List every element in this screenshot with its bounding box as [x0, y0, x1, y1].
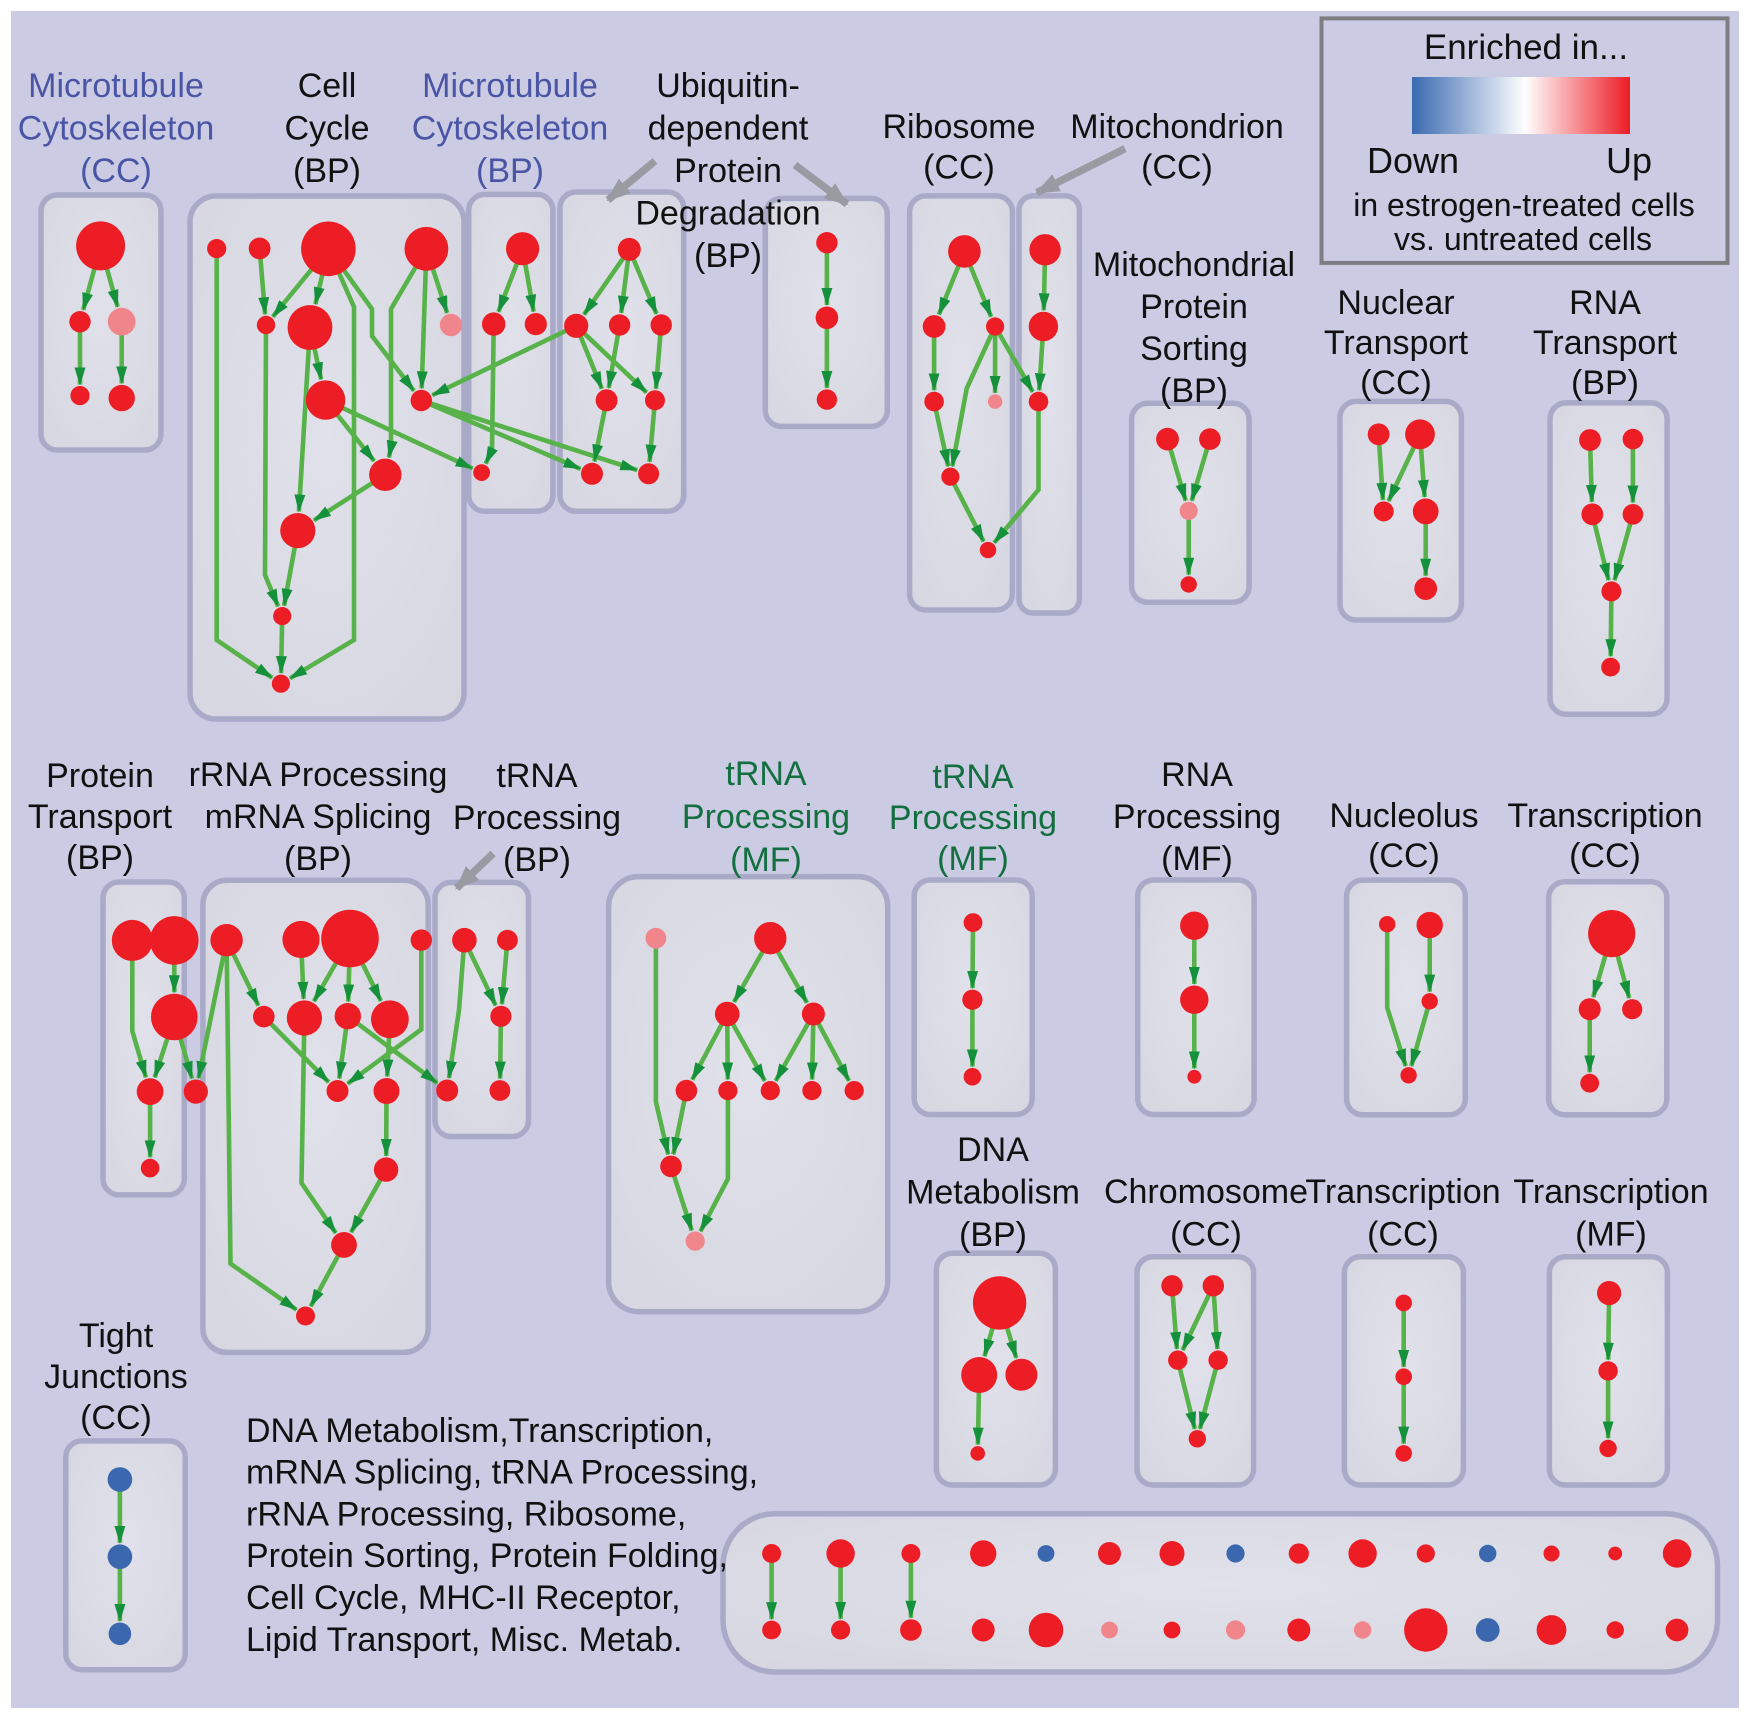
- svg-text:Up: Up: [1606, 140, 1652, 181]
- svg-text:(BP): (BP): [284, 840, 352, 878]
- svg-text:(BP): (BP): [1571, 364, 1639, 402]
- svg-text:Ribosome: Ribosome: [882, 108, 1035, 146]
- svg-text:Protein: Protein: [46, 757, 154, 795]
- svg-text:(MF): (MF): [937, 840, 1009, 878]
- svg-text:(MF): (MF): [1161, 840, 1233, 878]
- svg-text:Chromosome: Chromosome: [1104, 1173, 1308, 1211]
- svg-text:Transport: Transport: [1533, 324, 1678, 362]
- svg-text:Lipid Transport, Misc. Metab.: Lipid Transport, Misc. Metab.: [246, 1621, 683, 1659]
- svg-text:Cytoskeleton: Cytoskeleton: [412, 110, 609, 148]
- svg-text:(MF): (MF): [730, 841, 802, 879]
- svg-text:Ubiquitin-: Ubiquitin-: [656, 67, 800, 105]
- svg-text:tRNA: tRNA: [932, 758, 1014, 796]
- svg-text:DNA Metabolism,Transcription,: DNA Metabolism,Transcription,: [246, 1412, 713, 1450]
- svg-text:Metabolism: Metabolism: [906, 1174, 1080, 1212]
- svg-text:(CC): (CC): [80, 152, 152, 190]
- svg-text:Transcription: Transcription: [1305, 1173, 1500, 1211]
- svg-text:Degradation: Degradation: [635, 195, 820, 233]
- svg-text:(CC): (CC): [923, 149, 995, 187]
- svg-text:RNA: RNA: [1161, 756, 1233, 794]
- svg-text:(BP): (BP): [959, 1216, 1027, 1254]
- svg-text:Tight: Tight: [79, 1317, 154, 1355]
- svg-text:Nuclear: Nuclear: [1337, 284, 1454, 322]
- svg-text:Protein: Protein: [674, 152, 782, 190]
- svg-text:Cycle: Cycle: [284, 110, 369, 148]
- svg-text:(CC): (CC): [1368, 837, 1440, 875]
- svg-text:Transport: Transport: [28, 798, 173, 836]
- svg-text:Mitochondrion: Mitochondrion: [1070, 108, 1284, 146]
- svg-text:Down: Down: [1367, 140, 1459, 181]
- svg-text:Junctions: Junctions: [44, 1358, 188, 1396]
- svg-text:Enriched in...: Enriched in...: [1424, 28, 1628, 67]
- svg-text:Cell Cycle, MHC-II Receptor,: Cell Cycle, MHC-II Receptor,: [246, 1579, 681, 1617]
- svg-text:tRNA: tRNA: [496, 757, 578, 795]
- svg-text:mRNA Splicing, tRNA Processing: mRNA Splicing, tRNA Processing,: [246, 1454, 758, 1492]
- svg-text:Transcription: Transcription: [1507, 797, 1702, 835]
- svg-text:Processing: Processing: [682, 798, 850, 836]
- svg-text:(CC): (CC): [80, 1399, 152, 1437]
- svg-text:mRNA Splicing: mRNA Splicing: [205, 798, 432, 836]
- svg-text:Nucleolus: Nucleolus: [1329, 797, 1478, 835]
- svg-text:(BP): (BP): [293, 152, 361, 190]
- svg-text:dependent: dependent: [648, 110, 809, 148]
- svg-text:vs. untreated cells: vs. untreated cells: [1394, 221, 1652, 257]
- svg-text:(CC): (CC): [1367, 1216, 1439, 1254]
- svg-text:Processing: Processing: [889, 799, 1057, 837]
- svg-text:(BP): (BP): [476, 152, 544, 190]
- svg-text:(BP): (BP): [503, 841, 571, 879]
- svg-text:(CC): (CC): [1360, 364, 1432, 402]
- svg-text:(MF): (MF): [1575, 1216, 1647, 1254]
- svg-text:(CC): (CC): [1141, 149, 1213, 187]
- svg-text:Microtubule: Microtubule: [422, 67, 598, 105]
- svg-text:Cytoskeleton: Cytoskeleton: [18, 110, 215, 148]
- svg-text:Processing: Processing: [453, 799, 621, 837]
- svg-text:(CC): (CC): [1170, 1216, 1242, 1254]
- svg-text:tRNA: tRNA: [725, 755, 807, 793]
- svg-text:Cell: Cell: [298, 67, 357, 105]
- svg-text:in estrogen-treated cells: in estrogen-treated cells: [1353, 187, 1695, 223]
- svg-text:rRNA Processing: rRNA Processing: [189, 756, 448, 794]
- svg-text:(BP): (BP): [694, 237, 762, 275]
- svg-text:DNA: DNA: [957, 1131, 1029, 1169]
- svg-text:(BP): (BP): [66, 839, 134, 877]
- svg-text:Transcription: Transcription: [1513, 1173, 1708, 1211]
- svg-text:Transport: Transport: [1324, 324, 1469, 362]
- svg-text:Protein: Protein: [1140, 288, 1248, 326]
- svg-text:(BP): (BP): [1160, 372, 1228, 410]
- svg-text:Sorting: Sorting: [1140, 330, 1248, 368]
- svg-text:Microtubule: Microtubule: [28, 67, 204, 105]
- svg-text:RNA: RNA: [1569, 284, 1641, 322]
- svg-text:rRNA Processing, Ribosome,: rRNA Processing, Ribosome,: [246, 1495, 686, 1533]
- svg-text:Protein Sorting, Protein Foldi: Protein Sorting, Protein Folding,: [246, 1537, 728, 1575]
- svg-text:Processing: Processing: [1113, 798, 1281, 836]
- svg-text:(CC): (CC): [1569, 837, 1641, 875]
- svg-text:Mitochondrial: Mitochondrial: [1093, 246, 1295, 284]
